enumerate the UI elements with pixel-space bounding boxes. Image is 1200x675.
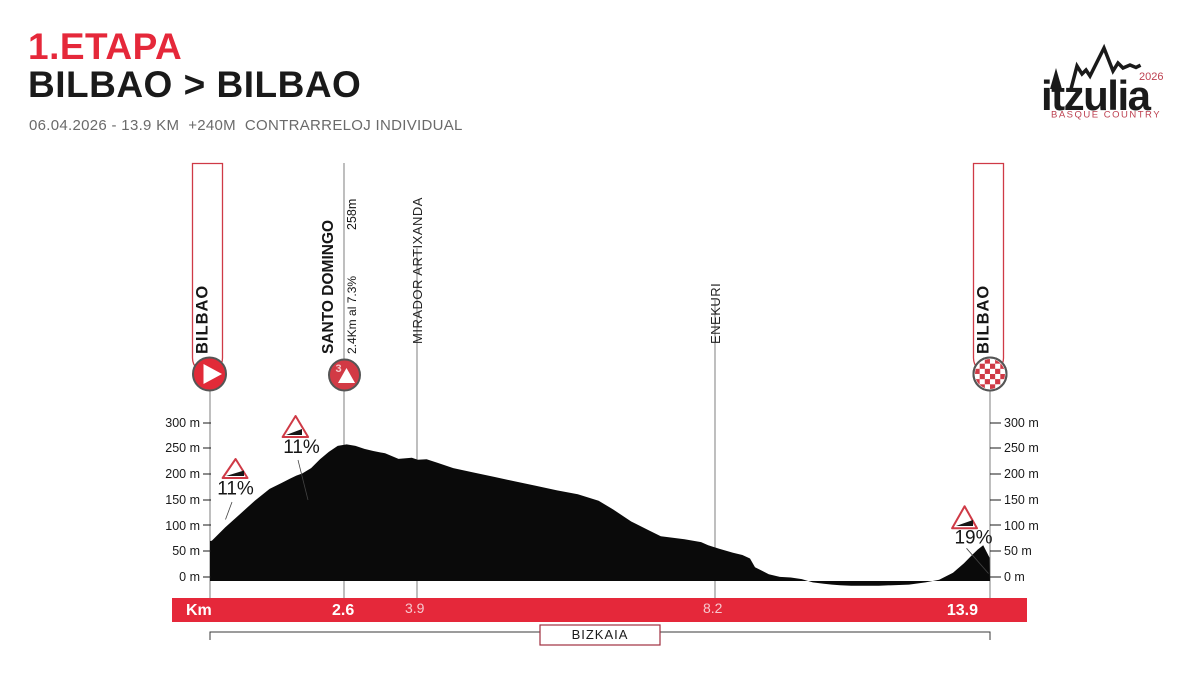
- svg-text:SANTO DOMINGO: SANTO DOMINGO: [320, 220, 337, 354]
- svg-text:MIRADOR ARTIXANDA: MIRADOR ARTIXANDA: [410, 197, 425, 344]
- svg-text:50 m: 50 m: [1004, 544, 1032, 558]
- svg-text:BILBAO: BILBAO: [975, 285, 993, 354]
- svg-text:0 m: 0 m: [179, 570, 200, 584]
- svg-text:300 m: 300 m: [1004, 416, 1039, 430]
- svg-text:250 m: 250 m: [165, 441, 200, 455]
- svg-text:100 m: 100 m: [165, 519, 200, 533]
- svg-text:200 m: 200 m: [165, 467, 200, 481]
- svg-text:BIZKAIA: BIZKAIA: [572, 627, 629, 642]
- svg-text:250 m: 250 m: [1004, 441, 1039, 455]
- svg-text:13.9: 13.9: [947, 602, 978, 619]
- svg-text:200 m: 200 m: [1004, 467, 1039, 481]
- svg-text:3: 3: [336, 363, 342, 375]
- svg-text:150 m: 150 m: [165, 493, 200, 507]
- svg-text:2.4Km al 7.3%: 2.4Km al 7.3%: [345, 276, 359, 354]
- svg-text:100 m: 100 m: [1004, 519, 1039, 533]
- svg-text:19%: 19%: [954, 528, 992, 549]
- svg-text:BILBAO: BILBAO: [194, 285, 212, 354]
- svg-text:0 m: 0 m: [1004, 570, 1025, 584]
- svg-text:11%: 11%: [217, 479, 254, 500]
- svg-text:300 m: 300 m: [165, 416, 200, 430]
- svg-text:3.9: 3.9: [405, 600, 425, 616]
- svg-text:50 m: 50 m: [172, 544, 200, 558]
- svg-text:2.6: 2.6: [332, 602, 354, 619]
- svg-text:150 m: 150 m: [1004, 493, 1039, 507]
- svg-text:11%: 11%: [283, 437, 320, 458]
- svg-text:258m: 258m: [345, 199, 359, 230]
- svg-text:Km: Km: [186, 602, 212, 619]
- svg-text:ENEKURI: ENEKURI: [708, 283, 723, 344]
- svg-text:8.2: 8.2: [703, 600, 723, 616]
